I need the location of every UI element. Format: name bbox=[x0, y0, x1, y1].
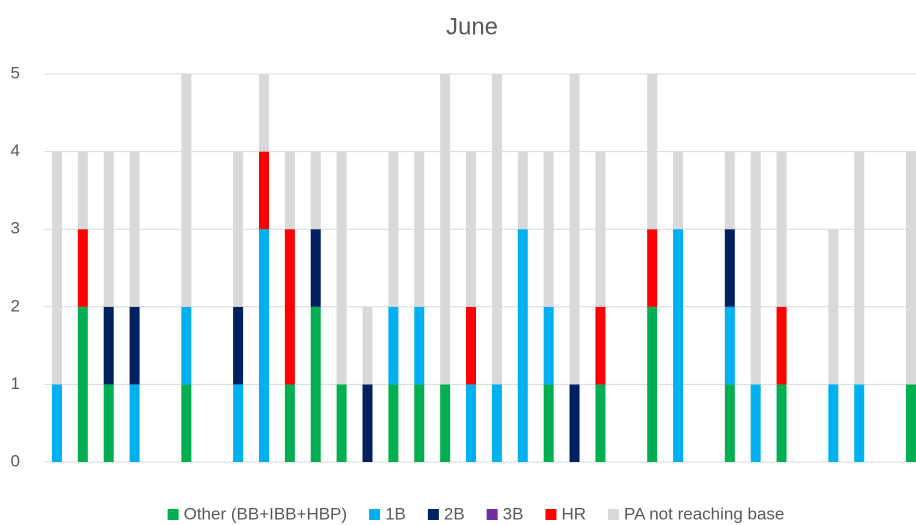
bar-segment bbox=[828, 384, 839, 462]
bar-segment bbox=[129, 151, 140, 307]
bar-segment bbox=[776, 384, 787, 462]
bar-segment bbox=[647, 74, 658, 230]
bar-segment bbox=[750, 151, 761, 385]
bar-segment bbox=[388, 384, 399, 462]
y-tick-label: 3 bbox=[11, 219, 20, 238]
bar-segment bbox=[181, 384, 192, 462]
bar-segment bbox=[233, 151, 244, 307]
bar-segment bbox=[595, 306, 606, 385]
bar-segment bbox=[233, 384, 244, 462]
y-tick-label: 0 bbox=[11, 451, 20, 470]
bar-segment bbox=[310, 229, 321, 307]
bar-segment bbox=[258, 229, 269, 462]
bar-segment bbox=[362, 306, 373, 385]
bar-segment bbox=[750, 384, 761, 462]
bar-segment bbox=[595, 384, 606, 462]
bar-segment bbox=[673, 229, 684, 462]
legend-label: 1B bbox=[385, 504, 406, 523]
bar-segment bbox=[517, 229, 528, 462]
bar-segment bbox=[543, 384, 554, 462]
legend-label: 3B bbox=[503, 504, 524, 523]
bar-segment bbox=[854, 151, 865, 385]
bar-segment bbox=[284, 384, 295, 462]
legend-swatch bbox=[486, 509, 498, 520]
bar-segment bbox=[77, 151, 88, 230]
bar-segment bbox=[673, 151, 684, 230]
bar-segment bbox=[336, 384, 347, 462]
legend-label: Other (BB+IBB+HBP) bbox=[184, 504, 347, 523]
bar-segment bbox=[284, 151, 295, 230]
bar-segment bbox=[336, 151, 347, 385]
bar-segment bbox=[905, 151, 916, 385]
bar-segment bbox=[647, 306, 658, 462]
bar-segment bbox=[776, 306, 787, 385]
bar-segment bbox=[828, 229, 839, 385]
legend-swatch bbox=[608, 509, 620, 520]
bar-segment bbox=[103, 384, 114, 462]
y-tick-label: 1 bbox=[11, 374, 20, 393]
legend-label: 2B bbox=[444, 504, 465, 523]
bar-segment bbox=[233, 306, 244, 385]
bar-segment bbox=[543, 306, 554, 385]
bar-segment bbox=[103, 151, 114, 307]
bar-segment bbox=[854, 384, 865, 462]
legend-label: PA not reaching base bbox=[624, 504, 784, 523]
bar-segment bbox=[776, 151, 787, 307]
bar-segment bbox=[569, 384, 580, 462]
bar-segment bbox=[51, 151, 62, 385]
bar-segment bbox=[517, 151, 528, 230]
bar-segment bbox=[724, 229, 735, 307]
bar-segment bbox=[181, 74, 192, 307]
y-tick-label: 2 bbox=[11, 296, 20, 315]
bar-segment bbox=[905, 384, 916, 462]
bar-segment bbox=[414, 151, 425, 307]
bar-segment bbox=[310, 151, 321, 230]
y-tick-label: 5 bbox=[11, 63, 20, 82]
bar-segment bbox=[491, 74, 502, 385]
bar-segment bbox=[129, 384, 140, 462]
bar-segment bbox=[466, 384, 477, 462]
bar-segment bbox=[724, 151, 735, 230]
legend-swatch bbox=[545, 509, 557, 520]
bar-segment bbox=[129, 306, 140, 385]
legend-swatch bbox=[167, 509, 179, 520]
bar-segment bbox=[543, 151, 554, 307]
legend-swatch bbox=[427, 509, 439, 520]
bar-segment bbox=[724, 306, 735, 385]
bar-segment bbox=[388, 306, 399, 385]
bar-segment bbox=[414, 306, 425, 385]
bar-segment bbox=[77, 229, 88, 307]
bar-segment bbox=[388, 151, 399, 307]
bar-segment bbox=[491, 384, 502, 462]
bar-segment bbox=[51, 384, 62, 462]
bar-segment bbox=[466, 306, 477, 385]
bar-segment bbox=[569, 74, 580, 385]
bar-segment bbox=[258, 74, 269, 152]
bar-segment bbox=[440, 384, 451, 462]
bar-segment bbox=[103, 306, 114, 385]
y-tick-label: 4 bbox=[11, 141, 20, 160]
bar-segment bbox=[284, 229, 295, 385]
bar-segment bbox=[258, 151, 269, 230]
bar-segment bbox=[77, 306, 88, 462]
bar-segment bbox=[595, 151, 606, 307]
bar-segment bbox=[440, 74, 451, 385]
bar-segment bbox=[466, 151, 477, 307]
legend-label: HR bbox=[561, 504, 586, 523]
bar-segment bbox=[181, 306, 192, 385]
bar-segment bbox=[724, 384, 735, 462]
bar-segment bbox=[310, 306, 321, 462]
bar-segment bbox=[414, 384, 425, 462]
chart-title: June bbox=[446, 13, 498, 40]
legend-swatch bbox=[369, 509, 381, 520]
bar-segment bbox=[362, 384, 373, 462]
bar-segment bbox=[647, 229, 658, 307]
